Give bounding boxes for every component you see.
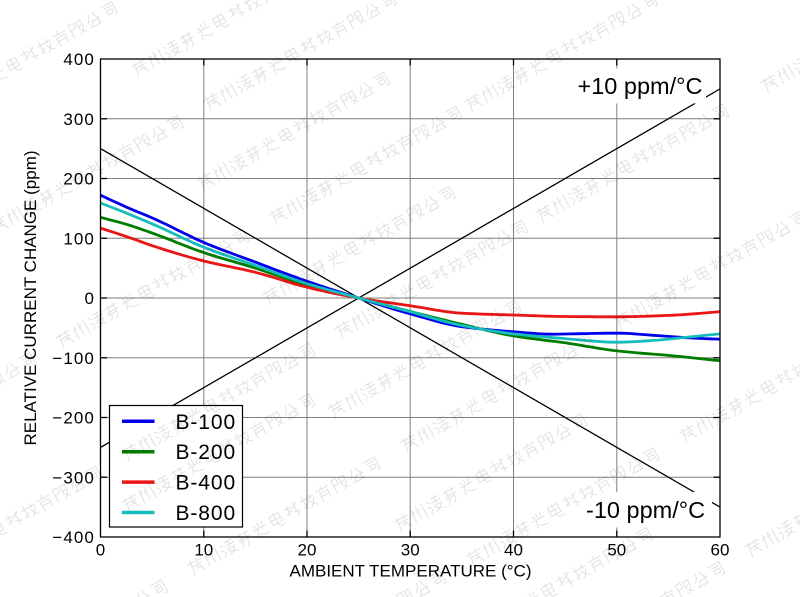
svg-text:0: 0 — [96, 541, 105, 560]
svg-text:300: 300 — [63, 110, 95, 129]
svg-text:AMBIENT TEMPERATURE (°C): AMBIENT TEMPERATURE (°C) — [290, 562, 532, 581]
svg-text:RELATIVE CURRENT CHANGE (ppm): RELATIVE CURRENT CHANGE (ppm) — [21, 150, 40, 445]
svg-text:−200: −200 — [52, 409, 95, 428]
svg-text:+10 ppm/°C: +10 ppm/°C — [577, 73, 702, 99]
svg-text:B-400: B-400 — [176, 472, 237, 495]
svg-text:B-100: B-100 — [176, 411, 237, 434]
svg-text:30: 30 — [401, 541, 420, 560]
svg-text:0: 0 — [84, 289, 95, 308]
svg-text:200: 200 — [63, 170, 95, 189]
svg-text:−100: −100 — [52, 349, 95, 368]
svg-text:100: 100 — [63, 229, 95, 248]
svg-text:10: 10 — [194, 541, 213, 560]
svg-text:−300: −300 — [52, 468, 95, 487]
svg-text:B-800: B-800 — [176, 502, 237, 525]
svg-text:−400: −400 — [52, 528, 95, 547]
svg-text:20: 20 — [298, 541, 317, 560]
svg-text:400: 400 — [63, 50, 95, 69]
svg-text:-10 ppm/°C: -10 ppm/°C — [586, 497, 705, 523]
svg-text:60: 60 — [711, 541, 730, 560]
svg-text:40: 40 — [504, 541, 523, 560]
